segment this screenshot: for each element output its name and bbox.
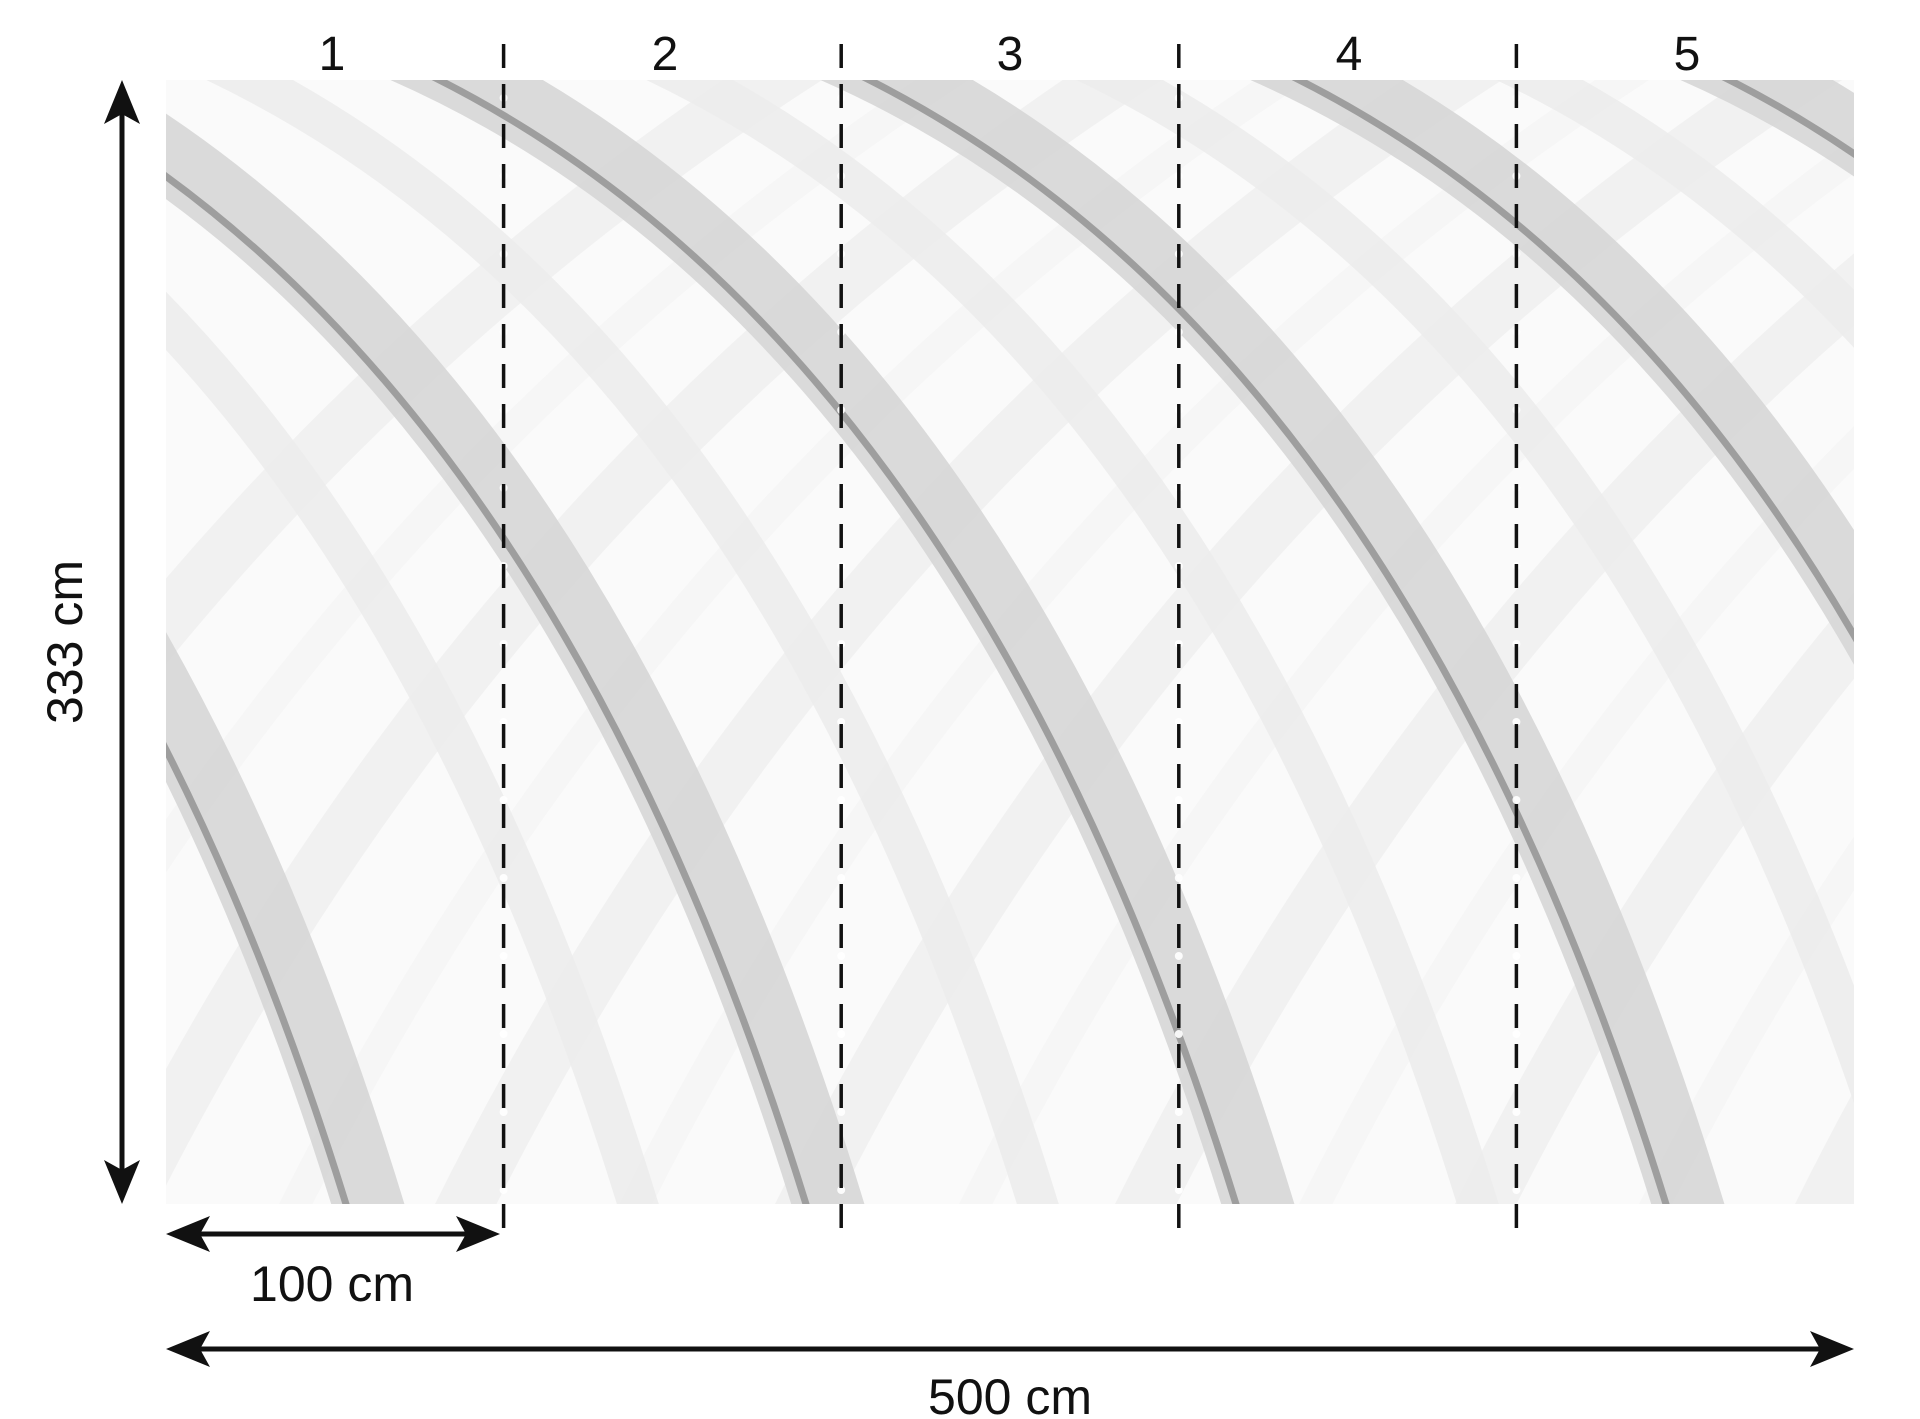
total-width-label: 500 cm (928, 1369, 1092, 1419)
curved-band-stripe-7 (861, 80, 1670, 1204)
seam-dot (1174, 718, 1183, 726)
panel-number-1: 1 (319, 28, 346, 81)
seam-dot (499, 796, 508, 804)
panel-width-arrow-head-right (456, 1216, 500, 1252)
seam-dot (1174, 796, 1183, 804)
curved-band-10 (1496, 80, 1854, 348)
seam-dot (499, 1030, 508, 1038)
seam-dot (499, 1186, 508, 1194)
panel-number-5: 5 (1674, 28, 1701, 81)
seam-dot (1512, 718, 1521, 726)
seam-dot (1512, 796, 1521, 804)
panel-width-label: 100 cm (250, 1256, 414, 1312)
curved-band-4 (206, 80, 1059, 1204)
panel-number-2: 2 (652, 28, 679, 81)
curved-band-6 (646, 80, 1499, 1204)
panel-numbers: 1 2 3 4 5 (319, 28, 1701, 81)
seam-dot (837, 718, 846, 726)
seam-dot (1174, 1030, 1183, 1038)
curved-band-1 (166, 632, 405, 1204)
seam-dot (837, 1186, 846, 1194)
seam-dot (499, 874, 508, 882)
curved-band-stripe-9 (1291, 80, 1854, 643)
panel-width-arrow-head-left (166, 1216, 210, 1252)
curved-band-7 (820, 80, 1725, 1204)
cross-band-12 (1638, 836, 1854, 1204)
seam-dot (1512, 874, 1521, 882)
seam-dot (1512, 1186, 1521, 1194)
panel-width-dimension: 100 cm (166, 1216, 500, 1312)
curved-band-8 (1076, 80, 1854, 1104)
height-arrow-head-down (104, 1160, 140, 1204)
total-width-dimension: 500 cm (166, 1331, 1854, 1419)
curved-band-stripe-3 (166, 172, 810, 1204)
seam-dot (499, 1108, 508, 1116)
seam-dot (499, 718, 508, 726)
curved-band-12 (1896, 40, 1920, 1300)
seam-dot (837, 1030, 846, 1038)
height-dimension: 333 cm (37, 80, 140, 1204)
wallpaper-pattern (166, 40, 1920, 1300)
seam-dot (837, 1108, 846, 1116)
seam-dot (1512, 1030, 1521, 1038)
curved-band-stripe-1 (166, 742, 350, 1204)
seam-dot (837, 952, 846, 960)
curved-band-2 (166, 291, 659, 1204)
seam-dot (499, 952, 508, 960)
panel-seam-dots (499, 94, 1521, 1194)
height-label: 333 cm (37, 560, 93, 724)
seam-dot (1174, 1186, 1183, 1194)
main-bands (166, 40, 1920, 1300)
curved-band-3 (166, 113, 865, 1204)
panel-number-3: 3 (997, 28, 1024, 81)
seam-dot (1174, 952, 1183, 960)
seam-dot (1512, 952, 1521, 960)
seam-dot (1174, 1108, 1183, 1116)
seam-dot (1174, 874, 1183, 882)
total-width-arrow-head-left (166, 1331, 210, 1367)
panel-number-4: 4 (1336, 28, 1363, 81)
curved-band-stripe-5 (431, 80, 1240, 1204)
curved-band-stripe-11 (1721, 80, 1854, 159)
curved-band-5 (390, 80, 1295, 1204)
height-arrow-head-up (104, 80, 140, 124)
total-width-arrow-head-right (1810, 1331, 1854, 1367)
seam-dot (837, 796, 846, 804)
seam-dot (1512, 1108, 1521, 1116)
curved-band-9 (1250, 80, 1854, 665)
seam-dot (837, 874, 846, 882)
